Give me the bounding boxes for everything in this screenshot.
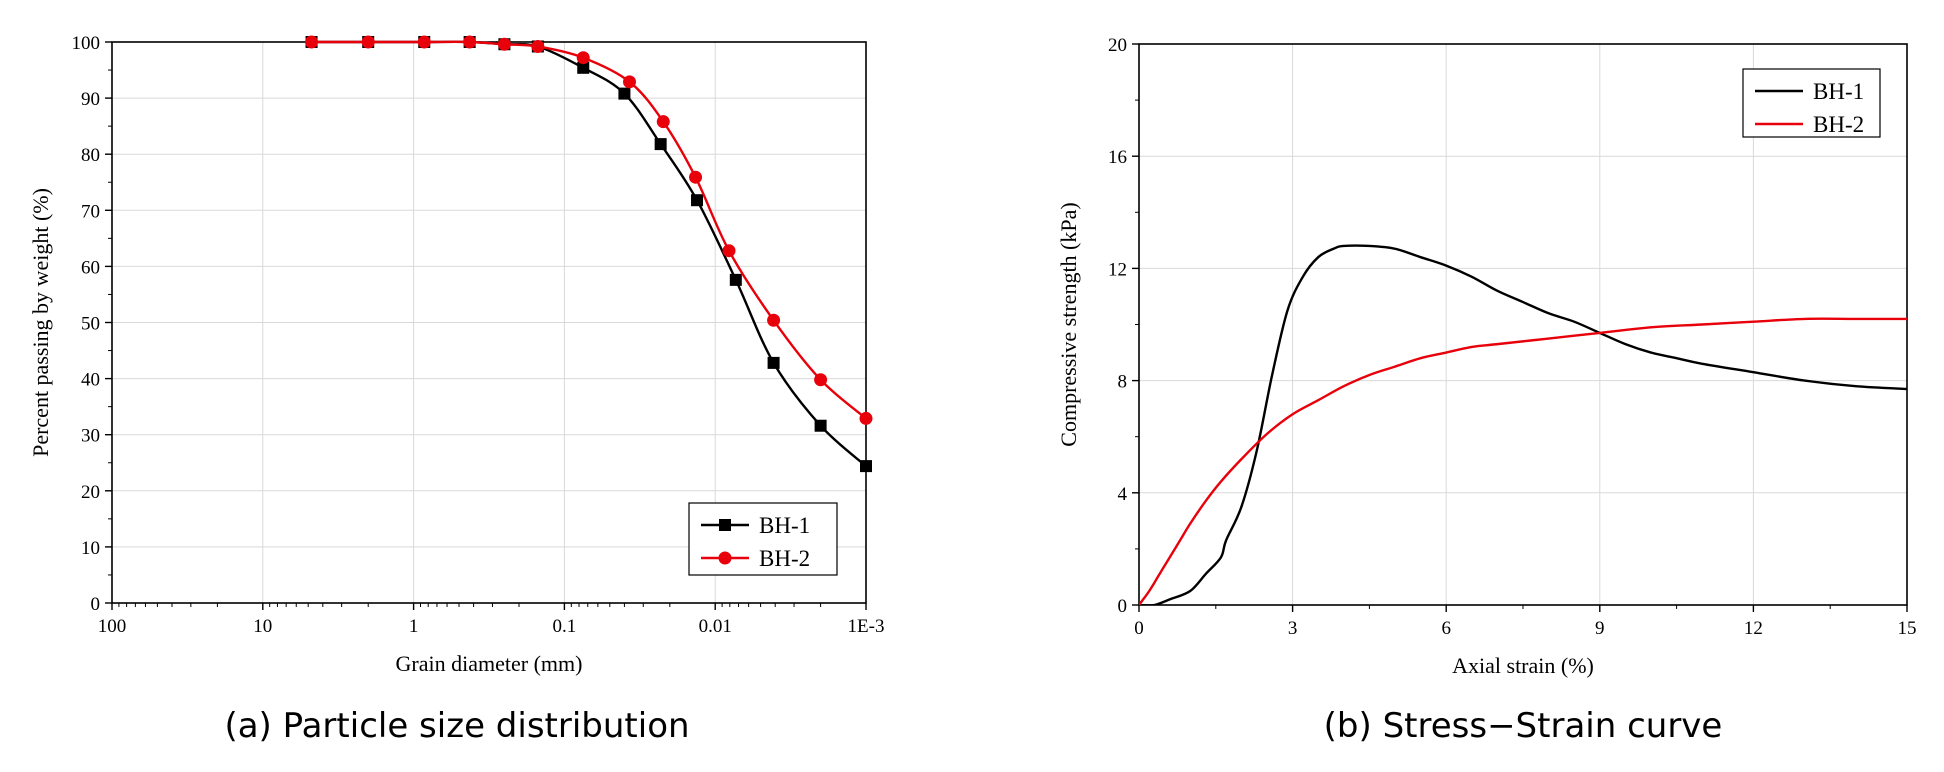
x-tick-label: 0.01	[699, 616, 732, 637]
y-axis-label: Compressive strength (kPa)	[1056, 202, 1081, 446]
data-point-bh-1	[691, 194, 704, 207]
data-point-bh-2	[623, 75, 637, 89]
legend-box	[1742, 68, 1881, 138]
y-tick-label: 0	[91, 594, 101, 615]
x-tick-label: 1E-3	[848, 616, 885, 637]
legend-label-bh-1: BH-1	[1813, 79, 1864, 104]
data-point-bh-2	[361, 35, 375, 49]
legend-label-bh-1: BH-1	[759, 513, 810, 538]
data-point-bh-1	[729, 273, 742, 286]
y-tick-label: 40	[81, 370, 100, 391]
y-tick-label: 70	[81, 201, 100, 222]
x-tick-label: 6	[1441, 618, 1451, 639]
y-axis-label: Percent passing by weight (%)	[28, 188, 53, 457]
chart-particle-size-distribution: 100 10 1 0.1 0.01 1E-3 0 10 20 30 40 50 60 70 80 90 100 G…	[28, 33, 884, 746]
chart-caption: (b) Stress−Strain curve	[1324, 706, 1723, 746]
y-tick-label: 10	[81, 538, 100, 559]
x-tick-label: 12	[1744, 618, 1763, 639]
x-tick-label: 0.1	[553, 616, 577, 637]
x-tick-label: 100	[98, 616, 127, 637]
data-point-bh-1	[860, 460, 872, 473]
y-tick-label: 20	[1108, 35, 1127, 56]
legend-marker-bh-1	[719, 519, 731, 531]
x-tick-label: 10	[253, 616, 272, 637]
data-point-bh-2	[576, 51, 590, 65]
data-point-bh-2	[463, 35, 477, 49]
data-point-bh-2	[656, 115, 670, 129]
x-axis-label: Grain diameter (mm)	[396, 651, 583, 676]
data-point-bh-2	[531, 39, 545, 53]
data-point-bh-1	[767, 356, 780, 369]
y-tick-label: 30	[81, 426, 100, 447]
y-tick-label: 80	[81, 145, 100, 166]
y-tick-label: 60	[81, 257, 100, 278]
legend-box	[688, 502, 838, 576]
data-point-bh-2	[305, 35, 319, 49]
y-tick-label: 4	[1118, 484, 1128, 505]
data-point-bh-1	[814, 419, 827, 432]
x-tick-label: 9	[1595, 618, 1605, 639]
y-tick-label: 100	[72, 33, 101, 54]
y-tick-label: 50	[81, 314, 100, 335]
y-tick-label: 8	[1118, 372, 1128, 393]
x-tick-label: 15	[1898, 618, 1917, 639]
data-point-bh-2	[722, 244, 736, 258]
data-point-bh-2	[497, 37, 511, 51]
y-tick-label: 90	[81, 89, 100, 110]
legend-label-bh-2: BH-2	[1813, 112, 1864, 137]
data-point-bh-1	[654, 138, 667, 151]
series-line-bh-1	[1139, 244, 1907, 605]
y-tick-label: 16	[1108, 147, 1127, 168]
y-tick-label: 12	[1108, 259, 1127, 280]
x-tick-label: 3	[1288, 618, 1298, 639]
data-point-bh-2	[859, 411, 873, 425]
chart-stress-strain-curve: 0 3 6 9 12 15 0 4 8 12 16 20 Axial strain (%) Compres…	[1056, 35, 1917, 746]
x-axis-label: Axial strain (%)	[1452, 653, 1594, 678]
x-tick-label: 0	[1134, 618, 1144, 639]
data-point-bh-2	[814, 373, 828, 387]
legend-marker-bh-2	[718, 551, 732, 565]
data-point-bh-1	[618, 87, 631, 100]
y-tick-label: 20	[81, 482, 100, 503]
series-line-bh-1	[311, 40, 866, 468]
data-point-bh-1	[577, 61, 590, 74]
y-tick-label: 0	[1118, 596, 1128, 617]
x-tick-label: 1	[409, 616, 419, 637]
legend-label-bh-2: BH-2	[759, 546, 810, 571]
series-line-bh-2	[1139, 317, 1907, 605]
data-point-bh-2	[689, 170, 703, 184]
data-point-bh-2	[767, 313, 781, 327]
chart-caption: (a) Particle size distribution	[224, 706, 689, 746]
data-point-bh-2	[417, 35, 431, 49]
